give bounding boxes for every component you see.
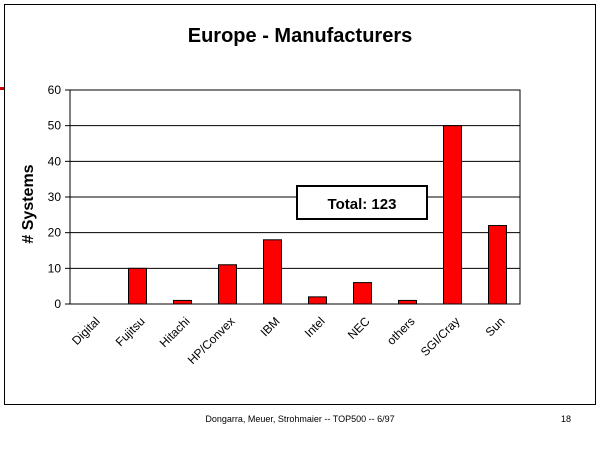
y-tick-label: 0 <box>54 297 61 311</box>
bar <box>353 282 372 305</box>
x-category-label: NEC <box>345 314 373 342</box>
bar <box>128 267 147 305</box>
total-annotation-text: Total: 123 <box>328 196 397 213</box>
bar <box>263 239 282 305</box>
x-category-label: others <box>384 314 417 347</box>
bar-chart: Europe - Manufacturers # Systems 0 10 20 30… <box>20 25 521 367</box>
total-annotation: Total: 123 <box>296 185 428 220</box>
bar <box>443 125 462 305</box>
y-tick-label: 10 <box>48 261 62 275</box>
footer-credit: Dongarra, Meuer, Strohmaier -- TOP500 --… <box>205 414 395 424</box>
total-annotation-box <box>296 185 428 220</box>
x-category-label: Digital <box>69 314 102 347</box>
y-axis-label: # Systems <box>20 164 37 243</box>
bar <box>308 296 327 305</box>
bar <box>173 299 192 305</box>
y-tick-label: 60 <box>48 83 62 97</box>
x-category-label: IBM <box>258 314 283 339</box>
y-tick-label: 20 <box>48 226 62 240</box>
y-tick-label: 50 <box>48 119 62 133</box>
bar <box>488 225 507 305</box>
bar <box>218 264 237 305</box>
x-category-label: SGI/Cray <box>418 314 463 359</box>
x-category-label: Intel <box>302 314 328 340</box>
slide-edge-marker <box>0 87 4 90</box>
x-category-label: Fujitsu <box>113 314 148 349</box>
x-category-label: HP/Convex <box>185 314 238 367</box>
y-tick-label: 40 <box>48 154 62 168</box>
page-number: 18 <box>561 414 572 424</box>
y-tick-label: 30 <box>48 190 62 204</box>
chart-title: Europe - Manufacturers <box>188 25 412 47</box>
x-category-label: Hitachi <box>157 314 193 350</box>
bar <box>398 299 417 305</box>
x-category-label: Sun <box>483 314 508 339</box>
